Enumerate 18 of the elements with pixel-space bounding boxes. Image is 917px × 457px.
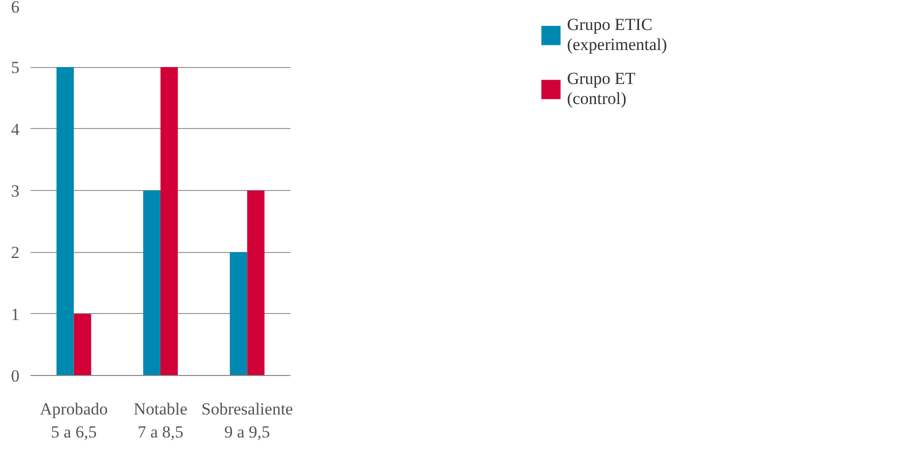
y-tick-label: 6	[11, 0, 20, 16]
bar	[74, 314, 92, 376]
x-tick-label: Notable 7 a 8,5	[134, 400, 188, 442]
y-tick-label: 0	[11, 366, 20, 386]
bar	[143, 190, 160, 376]
y-tick-label: 2	[11, 243, 20, 262]
legend-label: Grupo ETIC (experimental)	[566, 15, 668, 55]
y-tick-label: 3	[11, 182, 20, 200]
y-tick-label: 4	[11, 120, 20, 139]
bar	[247, 190, 264, 376]
y-tick-label: 5	[11, 58, 20, 78]
y-tick-label: 1	[11, 304, 20, 324]
bar	[230, 252, 248, 376]
x-tick-label: Aprobado 5 a 6,5	[40, 400, 108, 442]
bar	[56, 67, 74, 376]
bar	[160, 67, 178, 376]
legend-label: Grupo ET (control)	[566, 69, 636, 109]
x-tick-label: Sobresaliente 9 a 9,5	[201, 400, 293, 442]
